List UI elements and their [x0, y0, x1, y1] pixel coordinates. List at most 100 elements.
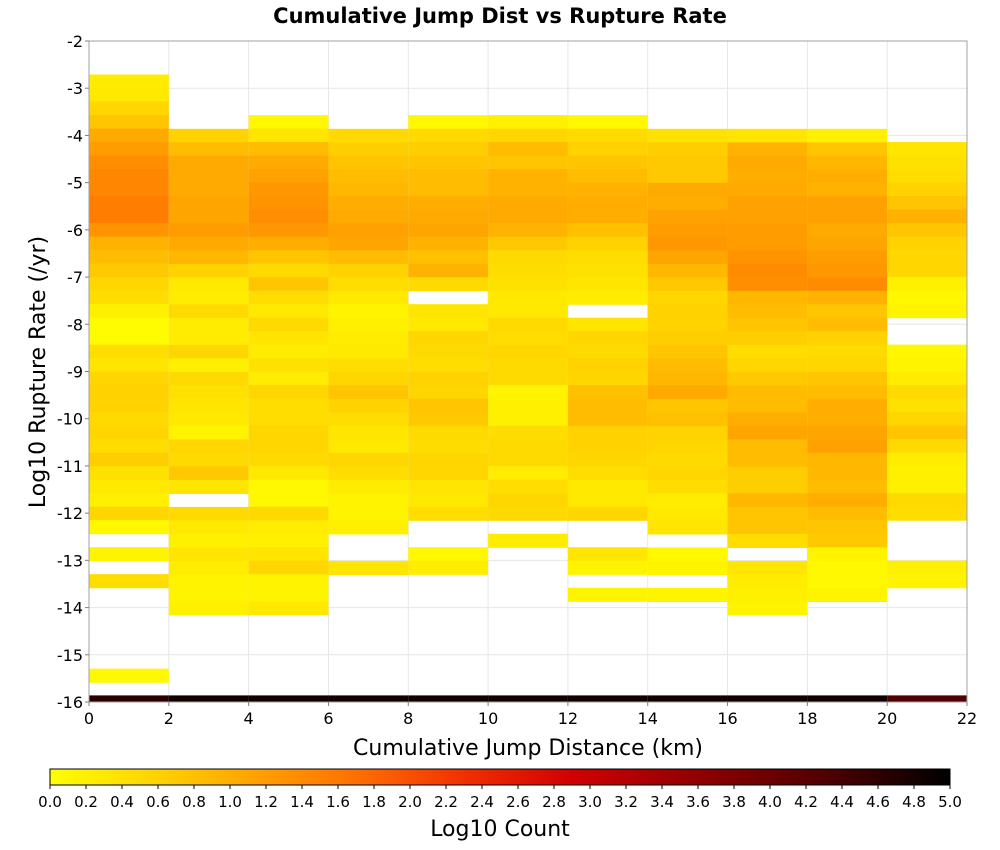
heatmap-cell — [89, 196, 169, 211]
heatmap-cell — [328, 331, 409, 346]
heatmap-cell — [248, 452, 329, 467]
heatmap-cell — [248, 466, 329, 481]
heatmap-cell — [408, 371, 489, 386]
heatmap-cell — [408, 223, 489, 238]
heatmap-cell — [89, 236, 169, 251]
colorbar-tick-label: 5.0 — [938, 793, 962, 811]
heatmap-cell — [248, 196, 329, 211]
heatmap-cell — [807, 317, 888, 332]
x-tick-label: 16 — [717, 709, 737, 728]
heatmap-cell — [567, 115, 648, 130]
heatmap-cell — [807, 142, 888, 157]
heatmap-cell — [248, 398, 329, 413]
colorbar-tick-label: 2.0 — [398, 793, 422, 811]
heatmap-cell — [328, 560, 409, 576]
heatmap-cell — [567, 412, 648, 427]
x-tick-label: 20 — [877, 709, 897, 728]
heatmap-cell — [488, 128, 568, 143]
heatmap-cell — [647, 398, 728, 413]
colorbar-tick-label: 2.4 — [470, 793, 494, 811]
heatmap-cell — [887, 506, 967, 521]
heatmap-cell — [89, 331, 169, 346]
y-axis-title: Log10 Rupture Rate (/yr) — [26, 236, 51, 508]
heatmap-cell — [168, 533, 249, 549]
heatmap-cell — [248, 115, 329, 130]
heatmap-cell — [727, 560, 808, 576]
heatmap-cell — [807, 452, 888, 468]
heatmap-cell-bottom — [807, 695, 888, 702]
heatmap-cell — [408, 344, 489, 359]
heatmap-cell — [89, 479, 169, 494]
heatmap-cell — [488, 371, 568, 386]
heatmap-cell — [727, 317, 808, 332]
colorbar-tick-label: 1.8 — [362, 793, 386, 811]
heatmap-cell — [328, 466, 409, 481]
heatmap-cell — [328, 128, 409, 143]
heatmap-cell — [168, 331, 249, 346]
y-tick-label: -12 — [57, 504, 83, 523]
heatmap-cell — [89, 74, 169, 89]
heatmap-cell — [647, 452, 728, 468]
x-tick-label: 6 — [323, 709, 333, 728]
heatmap-cell — [168, 236, 249, 251]
heatmap-cell — [328, 425, 409, 440]
heatmap-cell — [328, 169, 409, 184]
colorbar-tick-label: 1.0 — [218, 793, 242, 811]
heatmap-cell — [248, 331, 329, 346]
heatmap-cell — [168, 574, 249, 589]
heatmap-cell-bottom — [567, 695, 648, 702]
x-tick-label: 8 — [403, 709, 413, 728]
heatmap-cell — [89, 290, 169, 305]
heatmap-cell — [328, 277, 409, 292]
heatmap-cell — [408, 547, 489, 562]
heatmap-cell — [248, 547, 329, 562]
heatmap-cell — [248, 223, 329, 238]
y-tick-label: -7 — [67, 268, 83, 287]
heatmap-cell-bottom — [647, 695, 728, 702]
colorbar-tick-label: 1.4 — [290, 793, 314, 811]
heatmap-cell — [328, 344, 409, 359]
heatmap-cell — [488, 263, 568, 278]
heatmap-cell — [408, 385, 489, 400]
heatmap-cell — [727, 439, 808, 454]
heatmap-cell — [168, 304, 249, 319]
heatmap-cell — [647, 128, 728, 143]
heatmap-cell — [488, 250, 568, 265]
heatmap-cell — [807, 547, 888, 562]
y-tick-label: -15 — [57, 646, 83, 665]
heatmap-cell — [807, 304, 888, 319]
heatmap-cell — [488, 479, 568, 494]
heatmap-cell — [89, 101, 169, 116]
heatmap-cell — [567, 371, 648, 386]
heatmap-cell — [408, 425, 489, 440]
heatmap-cell — [248, 209, 329, 224]
heatmap-cell — [488, 290, 568, 305]
heatmap-cell-bottom — [248, 695, 329, 702]
heatmap-cell — [328, 398, 409, 413]
heatmap-cell — [408, 398, 489, 413]
heatmap-cell — [168, 263, 249, 278]
heatmap-cell — [567, 466, 648, 481]
heatmap-cell — [328, 520, 409, 535]
heatmap-cell — [647, 250, 728, 265]
heatmap-cell — [328, 196, 409, 211]
heatmap-cell — [807, 358, 888, 373]
heatmap-cell — [408, 304, 489, 319]
heatmap-cell — [887, 250, 967, 265]
heatmap-cell — [168, 452, 249, 468]
heatmap-cell — [727, 142, 808, 157]
heatmap-cell — [328, 155, 409, 170]
heatmap-cell — [567, 169, 648, 184]
heatmap-cell — [488, 344, 568, 359]
x-tick-label: 4 — [244, 709, 254, 728]
heatmap-cell — [647, 439, 728, 454]
heatmap-cell — [89, 277, 169, 292]
heatmap-cell — [807, 182, 888, 197]
heatmap-cell — [727, 169, 808, 184]
heatmap-cell — [89, 209, 169, 224]
heatmap-cell — [168, 142, 249, 157]
heatmap-cell — [168, 155, 249, 170]
heatmap-cell — [488, 182, 568, 197]
heatmap-cell — [567, 331, 648, 346]
heatmap-cell — [727, 358, 808, 373]
